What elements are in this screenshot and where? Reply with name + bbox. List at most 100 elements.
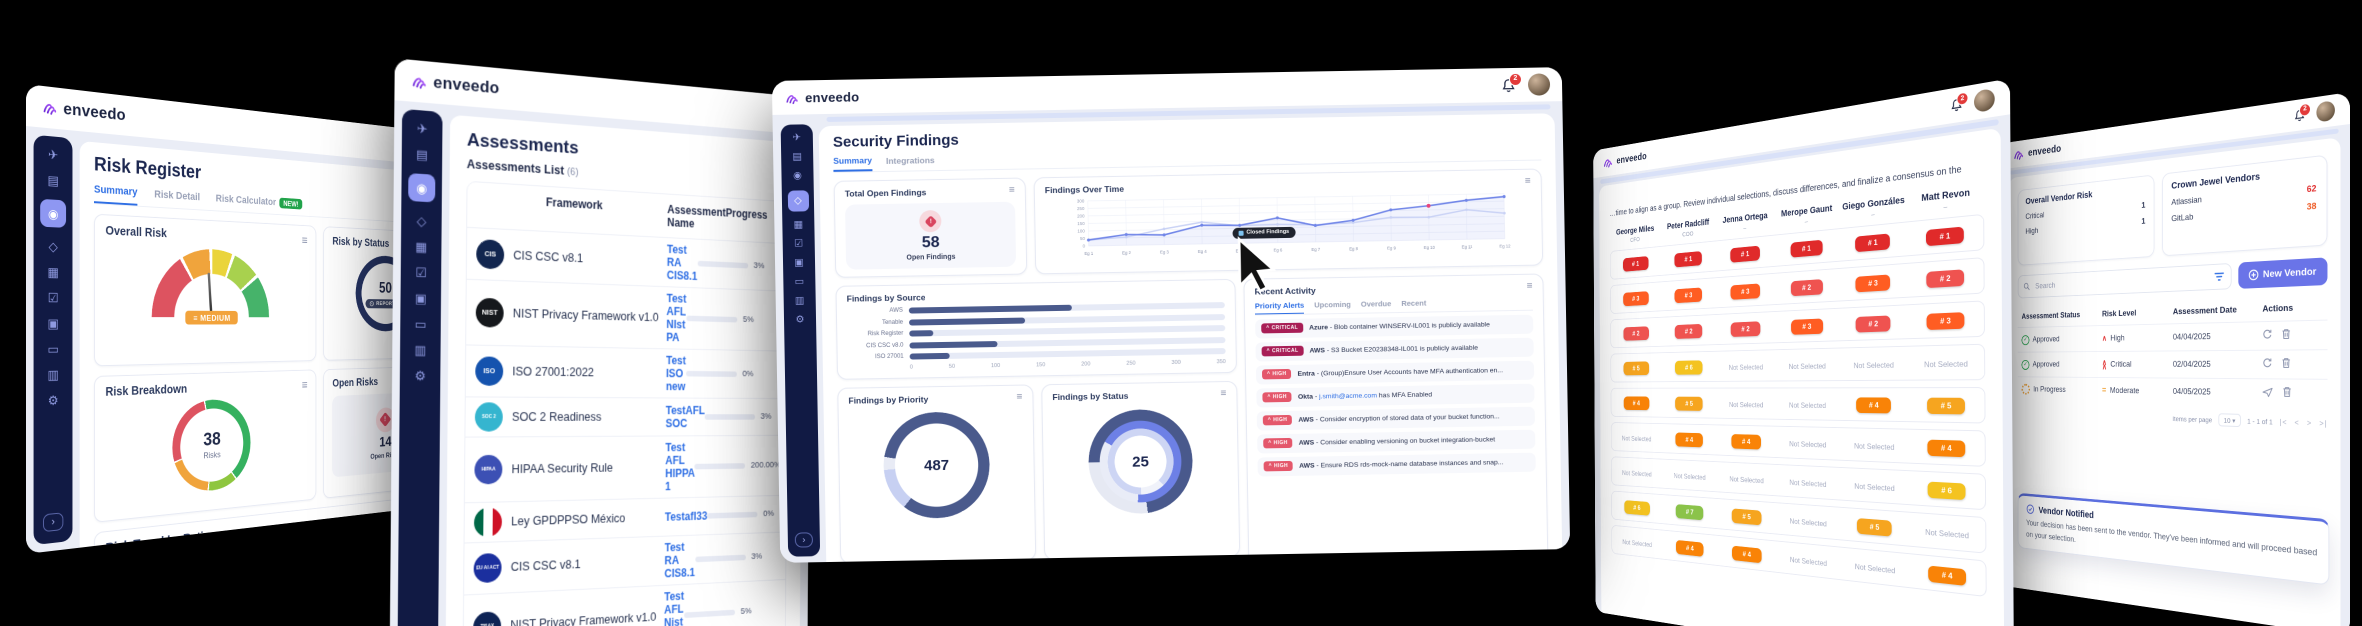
rank-badge[interactable]: # 5 [1623, 361, 1650, 376]
ranking-cell[interactable]: # 4 [1718, 543, 1777, 565]
ranking-cell[interactable]: Not Selected [1717, 469, 1776, 488]
rank-badge[interactable]: # 4 [1856, 397, 1892, 414]
ranking-cell[interactable]: Not Selected [1612, 464, 1663, 481]
sidebar-item-documents-icon[interactable]: ▭ [414, 316, 427, 332]
avatar[interactable] [1973, 87, 1995, 113]
sidebar-item-tasks-check-icon[interactable]: ☑ [47, 290, 59, 306]
rank-badge[interactable]: # 3 [1730, 283, 1761, 300]
menu-icon[interactable] [1527, 281, 1533, 291]
ranking-cell[interactable]: # 6 [1910, 479, 1986, 501]
tab-summary[interactable]: Summary [93, 183, 138, 206]
ranking-cell[interactable]: # 6 [1662, 359, 1717, 375]
assessment-link[interactable]: Test AFL HIPPA 1 [665, 440, 695, 494]
rank-badge[interactable]: # 2 [1730, 321, 1761, 337]
rank-badge[interactable]: # 4 [1732, 545, 1762, 564]
prev-page-button[interactable]: < [2294, 417, 2300, 427]
delete-button[interactable] [2282, 357, 2292, 372]
ranking-cell[interactable]: # 2 [1611, 324, 1662, 341]
ranking-cell[interactable]: # 3 [1716, 281, 1775, 301]
refresh-button[interactable] [2262, 329, 2272, 344]
ranking-cell[interactable]: # 3 [1662, 285, 1717, 304]
ranking-cell[interactable]: Not Selected [1776, 434, 1840, 452]
ranking-cell[interactable]: Not Selected [1663, 466, 1718, 484]
sidebar-item-settings-gear-icon[interactable]: ⚙ [414, 368, 426, 384]
ranking-cell[interactable]: # 4 [1611, 395, 1662, 410]
sidebar-item-tasks-check-icon[interactable]: ☑ [794, 238, 804, 250]
tab-summary[interactable]: Summary [833, 155, 873, 172]
assessment-link[interactable]: TestAFL SOC [665, 403, 705, 430]
sidebar-item-tasks-check-icon[interactable]: ☑ [415, 264, 427, 281]
rank-badge[interactable]: # 1 [1855, 233, 1891, 252]
sidebar-item-rocket-icon[interactable]: ✈ [48, 146, 59, 163]
notifications-bell[interactable]: 2 [2294, 102, 2311, 122]
filter-funnel-icon[interactable] [2214, 272, 2224, 282]
ranking-cell[interactable]: # 3 [1611, 289, 1662, 307]
rank-badge[interactable]: # 5 [1675, 396, 1703, 411]
ranking-cell[interactable]: # 1 [1661, 248, 1716, 268]
first-page-button[interactable]: |< [2279, 417, 2288, 427]
avatar[interactable] [2316, 100, 2335, 123]
email-link[interactable]: j.smith@acme.com [1318, 392, 1377, 401]
ranking-cell[interactable]: # 3 [1839, 272, 1908, 294]
rank-badge[interactable]: # 3 [1623, 290, 1649, 307]
ranking-cell[interactable]: # 1 [1839, 230, 1908, 253]
rank-badge[interactable]: # 5 [1857, 517, 1893, 537]
ranking-cell[interactable]: Not Selected [1910, 521, 1986, 544]
alert-row[interactable]: ^ HIGH AWS - Consider enabling versioning … [1257, 429, 1536, 454]
rank-badge[interactable]: # 6 [1675, 360, 1703, 375]
ranking-cell[interactable]: # 1 [1611, 253, 1662, 272]
rank-badge[interactable]: # 2 [1623, 326, 1649, 341]
sidebar-item-settings-gear-icon[interactable]: ⚙ [47, 392, 59, 409]
rank-badge[interactable]: # 3 [1674, 287, 1703, 303]
activity-tab-recent[interactable]: Recent [1401, 298, 1427, 308]
sidebar-item-risk-pin-icon[interactable]: ◉ [40, 198, 67, 228]
sidebar-item-layers-icon[interactable]: ▦ [793, 219, 804, 231]
delete-button[interactable] [2283, 386, 2293, 401]
sidebar-item-calendar-icon[interactable]: ▥ [47, 367, 59, 383]
assessment-link[interactable]: Test ISO new [665, 353, 687, 393]
rank-badge[interactable]: # 2 [1855, 315, 1891, 333]
menu-icon[interactable] [1220, 389, 1226, 399]
ranking-cell[interactable]: # 5 [1611, 360, 1662, 376]
rank-badge[interactable]: # 1 [1674, 250, 1703, 268]
rank-badge[interactable]: # 4 [1731, 433, 1762, 450]
avatar[interactable] [1527, 73, 1551, 96]
ranking-cell[interactable]: # 2 [1662, 322, 1717, 339]
ranking-cell[interactable]: # 3 [1909, 310, 1984, 331]
tab-risk-detail[interactable]: Risk Detail [154, 188, 201, 204]
rank-badge[interactable]: # 6 [1624, 499, 1650, 516]
ranking-cell[interactable]: Not Selected [1777, 549, 1841, 572]
ranking-cell[interactable]: # 5 [1718, 506, 1777, 527]
ranking-cell[interactable]: # 1 [1716, 243, 1775, 264]
ranking-cell[interactable]: Not Selected [1776, 356, 1840, 373]
alert-row[interactable]: ^ CRITICAL AWS - S3 Bucket E20238348-IL001… [1255, 337, 1534, 362]
sidebar-item-calendar-icon[interactable]: ▥ [414, 342, 427, 358]
assessment-link[interactable]: Test RA CIS8.1 [666, 242, 698, 283]
ranking-cell[interactable]: # 1 [1775, 237, 1839, 259]
tab-risk-calculator[interactable]: Risk Calculator NEW! [216, 193, 303, 215]
alert-row[interactable]: ^ CRITICAL Azure - Blob container WINSERV-… [1255, 314, 1534, 339]
ranking-cell[interactable]: # 2 [1717, 319, 1776, 337]
ranking-cell[interactable]: # 4 [1909, 437, 1985, 458]
rank-badge[interactable]: # 4 [1675, 432, 1704, 448]
rank-badge[interactable]: # 3 [1926, 311, 1965, 330]
sidebar-item-briefcase-icon[interactable]: ▣ [47, 316, 59, 331]
notifications-bell[interactable]: 2 [1950, 91, 1969, 113]
rank-badge[interactable]: # 4 [1676, 539, 1704, 557]
sidebar-item-findings-diamond-icon[interactable]: ◇ [416, 213, 427, 229]
sidebar-item-dashboard-icon[interactable]: ▤ [47, 172, 59, 189]
ranking-cell[interactable]: Not Selected [1840, 355, 1909, 373]
next-page-button[interactable]: > [2306, 418, 2313, 428]
notifications-bell[interactable]: 2 [1501, 72, 1523, 92]
last-page-button[interactable]: >| [2319, 418, 2328, 428]
activity-tab-upcoming[interactable]: Upcoming [1314, 299, 1351, 310]
activity-tab-overdue[interactable]: Overdue [1360, 298, 1392, 309]
rank-badge[interactable]: # 2 [1926, 269, 1965, 288]
ranking-cell[interactable]: # 4 [1663, 537, 1718, 558]
ranking-cell[interactable]: # 2 [1839, 313, 1908, 333]
sidebar-item-findings-diamond-icon[interactable]: ◇ [787, 190, 809, 212]
activity-tab-priority-alerts[interactable]: Priority Alerts [1254, 300, 1305, 315]
sidebar-item-layers-icon[interactable]: ▦ [415, 239, 428, 255]
sidebar-expand-button[interactable]: › [42, 512, 64, 533]
new-vendor-button[interactable]: New Vendor [2238, 257, 2328, 289]
